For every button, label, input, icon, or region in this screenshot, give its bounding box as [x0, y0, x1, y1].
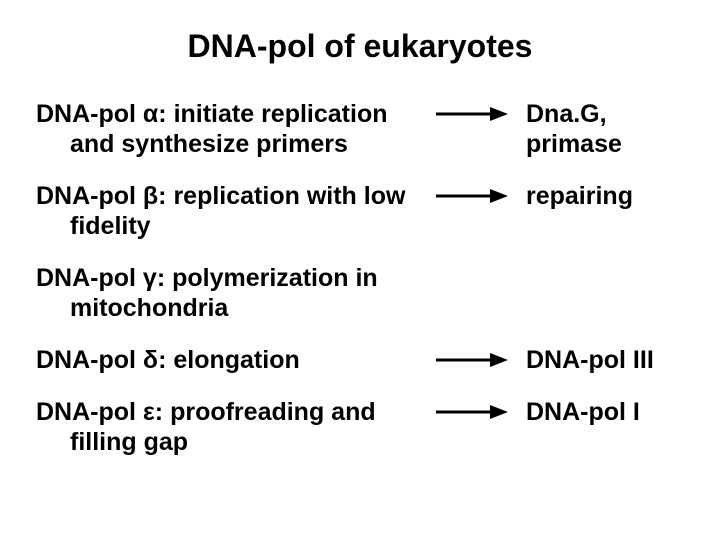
arrow-cell: [416, 397, 526, 421]
pol-label: DNA-pol δ:: [36, 346, 173, 374]
left-text: DNA-pol β: replication with low fidelity: [36, 181, 416, 241]
left-text: DNA-pol ε: proofreading and filling gap: [36, 397, 416, 457]
desc-line1: replication with low: [173, 182, 405, 210]
left-text: DNA-pol δ: elongation: [36, 345, 416, 375]
arrow-icon: [434, 187, 508, 205]
right-text: DNA-pol I: [526, 397, 684, 427]
desc-line2: filling gap: [36, 427, 416, 457]
slide-title: DNA-pol of eukaryotes: [36, 28, 684, 65]
right-line1: DNA-pol I: [526, 398, 640, 426]
content-row: DNA-pol β: replication with low fidelity…: [36, 181, 684, 241]
desc-line1: proofreading and: [170, 398, 376, 426]
content-row: DNA-pol ε: proofreading and filling gap …: [36, 397, 684, 457]
arrow-cell: [416, 181, 526, 205]
desc-line2: fidelity: [36, 211, 416, 241]
pol-label: DNA-pol β:: [36, 182, 173, 210]
content-row: DNA-pol γ: polymerization in mitochondri…: [36, 263, 684, 323]
desc-line2: and synthesize primers: [36, 129, 416, 159]
desc-line1: initiate replication: [174, 100, 388, 128]
right-line2: primase: [526, 130, 622, 158]
desc-line1: polymerization in: [172, 264, 378, 292]
arrow-icon: [434, 351, 508, 369]
right-line1: repairing: [526, 182, 633, 210]
pol-label: DNA-pol γ:: [36, 264, 172, 292]
pol-label: DNA-pol α:: [36, 100, 174, 128]
content-row: DNA-pol α: initiate replication and synt…: [36, 99, 684, 159]
arrow-cell-empty: [416, 263, 526, 269]
left-text: DNA-pol γ: polymerization in mitochondri…: [36, 263, 416, 323]
arrow-icon: [434, 105, 508, 123]
right-text: repairing: [526, 181, 684, 211]
right-text: DNA-pol III: [526, 345, 684, 375]
content-row: DNA-pol δ: elongation DNA-pol III: [36, 345, 684, 375]
arrow-cell: [416, 345, 526, 369]
arrow-cell: [416, 99, 526, 123]
desc-line2: mitochondria: [36, 293, 416, 323]
pol-label: DNA-pol ε:: [36, 398, 170, 426]
right-text: Dna.G, primase: [526, 99, 684, 159]
left-text: DNA-pol α: initiate replication and synt…: [36, 99, 416, 159]
desc-line1: elongation: [173, 346, 299, 374]
arrow-icon: [434, 403, 508, 421]
right-line1: Dna.G,: [526, 100, 607, 128]
right-line1: DNA-pol III: [526, 346, 654, 374]
